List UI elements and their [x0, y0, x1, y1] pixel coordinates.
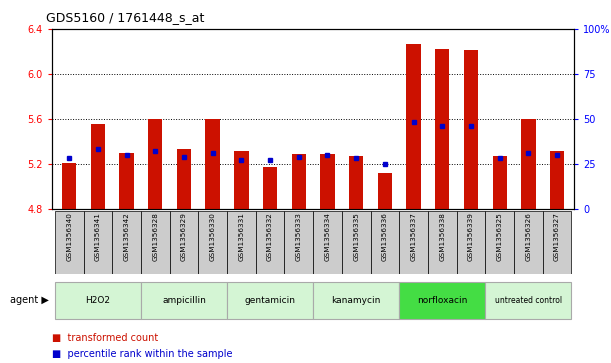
Bar [313, 282, 399, 319]
Text: GSM1356333: GSM1356333 [296, 212, 302, 261]
Text: GSM1356334: GSM1356334 [324, 212, 331, 261]
Bar [492, 156, 507, 209]
Bar [485, 211, 514, 274]
Bar [543, 211, 571, 274]
Text: GDS5160 / 1761448_s_at: GDS5160 / 1761448_s_at [46, 11, 204, 24]
Text: GSM1356338: GSM1356338 [439, 212, 445, 261]
Bar [406, 44, 421, 209]
Text: gentamicin: gentamicin [244, 296, 296, 305]
Text: GSM1356330: GSM1356330 [210, 212, 216, 261]
Bar [141, 282, 227, 319]
Bar [485, 282, 571, 319]
Bar [349, 156, 364, 209]
Bar [456, 211, 485, 274]
Bar [399, 211, 428, 274]
Bar [256, 211, 285, 274]
Text: ampicillin: ampicillin [162, 296, 206, 305]
Text: GSM1356337: GSM1356337 [411, 212, 417, 261]
Bar [428, 211, 456, 274]
Bar [370, 211, 399, 274]
Bar [227, 211, 256, 274]
Bar [320, 154, 335, 209]
Text: norfloxacin: norfloxacin [417, 296, 467, 305]
Text: GSM1356339: GSM1356339 [468, 212, 474, 261]
Bar [205, 119, 220, 209]
Bar [514, 211, 543, 274]
Bar [285, 211, 313, 274]
Text: GSM1356341: GSM1356341 [95, 212, 101, 261]
Bar [55, 282, 141, 319]
Text: agent ▶: agent ▶ [10, 295, 49, 305]
Bar [464, 50, 478, 209]
Text: GSM1356340: GSM1356340 [66, 212, 72, 261]
Bar [291, 154, 306, 209]
Bar [177, 149, 191, 209]
Text: GSM1356342: GSM1356342 [123, 212, 130, 261]
Bar [148, 119, 163, 209]
Text: GSM1356329: GSM1356329 [181, 212, 187, 261]
Text: GSM1356326: GSM1356326 [525, 212, 532, 261]
Bar [84, 211, 112, 274]
Text: GSM1356335: GSM1356335 [353, 212, 359, 261]
Bar [521, 119, 536, 209]
Bar [227, 282, 313, 319]
Text: H2O2: H2O2 [86, 296, 111, 305]
Bar [119, 152, 134, 209]
Text: ■  percentile rank within the sample: ■ percentile rank within the sample [52, 349, 232, 359]
Text: GSM1356336: GSM1356336 [382, 212, 388, 261]
Bar [62, 163, 76, 209]
Bar [263, 167, 277, 209]
Bar [399, 282, 485, 319]
Text: GSM1356325: GSM1356325 [497, 212, 503, 261]
Text: GSM1356327: GSM1356327 [554, 212, 560, 261]
Bar [313, 211, 342, 274]
Bar [170, 211, 199, 274]
Bar [55, 211, 84, 274]
Text: kanamycin: kanamycin [332, 296, 381, 305]
Text: ■  transformed count: ■ transformed count [52, 333, 158, 343]
Bar [342, 211, 370, 274]
Bar [234, 151, 249, 209]
Bar [435, 49, 450, 209]
Bar [112, 211, 141, 274]
Text: untreated control: untreated control [495, 296, 562, 305]
Bar [550, 151, 565, 209]
Text: GSM1356331: GSM1356331 [238, 212, 244, 261]
Bar [141, 211, 170, 274]
Bar [90, 125, 105, 209]
Text: GSM1356332: GSM1356332 [267, 212, 273, 261]
Bar [378, 173, 392, 209]
Text: GSM1356328: GSM1356328 [152, 212, 158, 261]
Bar [199, 211, 227, 274]
